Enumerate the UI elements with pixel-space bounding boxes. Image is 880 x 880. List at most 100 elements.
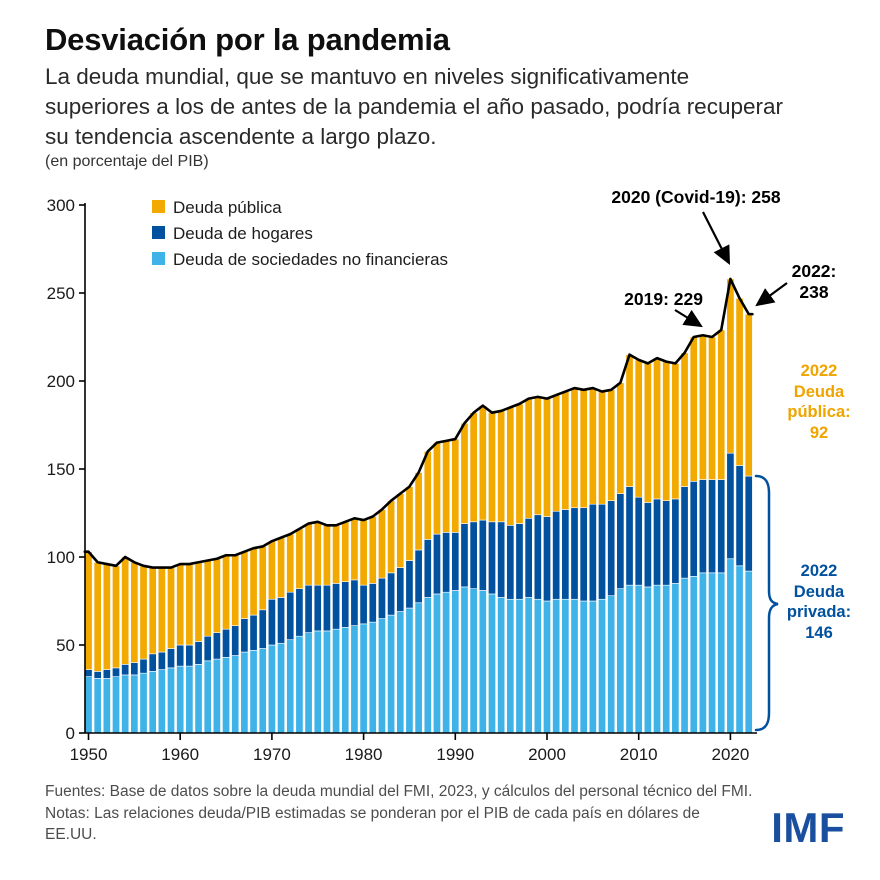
bar-1982-household (377, 577, 386, 619)
bar-1955-corporate (130, 674, 139, 734)
bar-1995-public (497, 410, 506, 523)
page-title: Desviación por la pandemia (45, 22, 450, 57)
bar-1990-corporate (451, 590, 460, 734)
bar-2003-corporate (570, 598, 579, 734)
bar-1992-public (469, 412, 478, 523)
bar-2010-corporate (634, 584, 643, 734)
bar-1974-public (304, 523, 313, 586)
bar-1968-corporate (249, 649, 258, 734)
bar-1954-public (121, 556, 130, 665)
bar-1968-public (249, 547, 258, 616)
bar-1960-household (176, 644, 185, 667)
bar-1971-corporate (277, 642, 286, 734)
bar-1963-corporate (203, 660, 212, 734)
private-2022-value: 146 (805, 623, 833, 642)
bar-2007-household (607, 500, 616, 597)
bar-1985-corporate (405, 607, 414, 734)
bar-1951-corporate (93, 678, 102, 734)
bar-2018-public (708, 336, 717, 480)
bar-2016-public (689, 336, 698, 482)
bar-1981-public (368, 516, 377, 584)
bar-1983-household (387, 572, 396, 616)
bar-1963-household (203, 635, 212, 662)
annotation-public-debt-2022: 2022 Deuda pública: 92 (774, 361, 864, 443)
bar-1977-public (332, 525, 341, 584)
bar-1955-public (130, 561, 139, 663)
arrow-2022-icon (755, 282, 788, 307)
bar-1987-public (423, 451, 432, 540)
x-tick-label: 2000 (528, 745, 566, 764)
annotation-private-debt-2022: 2022 Deuda privada: 146 (774, 561, 864, 643)
bar-1969-corporate (258, 648, 267, 734)
public-2022-word2: pública: (787, 403, 851, 421)
bar-2005-corporate (588, 600, 597, 734)
bar-1962-public (194, 561, 203, 642)
legend-label-household: Deuda de hogares (173, 224, 313, 243)
legend-swatch-household-icon (152, 226, 165, 239)
bar-1967-public (240, 551, 249, 619)
bar-1962-corporate (194, 664, 203, 734)
bar-1965-corporate (222, 657, 230, 734)
bar-1980-household (359, 584, 368, 625)
bar-1978-household (341, 581, 350, 628)
bar-1957-public (148, 567, 157, 655)
bar-1985-household (405, 560, 414, 609)
bar-2011-household (643, 502, 652, 588)
bar-2020-household (726, 452, 735, 560)
bar-2015-household (680, 486, 689, 579)
bar-1965-public (222, 554, 230, 630)
bar-2003-household (570, 507, 579, 600)
x-tick-label: 1980 (345, 745, 383, 764)
bar-1975-household (313, 584, 322, 632)
y-tick-label: 100 (47, 548, 75, 567)
bar-1993-household (478, 519, 487, 591)
bar-1955-household (130, 662, 139, 676)
bar-2020-corporate (726, 558, 735, 734)
source-text: Fuentes: Base de datos sobre la deuda mu… (45, 783, 753, 800)
bar-1976-household (322, 584, 331, 632)
bar-1985-public (405, 486, 414, 561)
bar-1988-public (433, 442, 441, 535)
legend-label-corporate: Deuda de sociedades no financieras (173, 250, 449, 269)
unit-label: (en porcentaje del PIB) (45, 153, 209, 170)
bar-1996-corporate (506, 598, 515, 734)
annotation-2019: 2019: 229 (624, 289, 703, 309)
bar-2014-corporate (671, 583, 680, 734)
bar-2016-corporate (689, 576, 698, 734)
bar-1968-household (249, 614, 258, 651)
bar-1950-public (84, 551, 93, 670)
bar-1966-household (231, 625, 240, 656)
bar-1984-household (396, 567, 405, 612)
bar-1999-household (533, 514, 542, 600)
bar-2015-public (680, 352, 689, 487)
bar-1951-household (93, 671, 102, 679)
bar-2004-corporate (579, 600, 588, 734)
legend-swatch-public-icon (152, 200, 165, 213)
bar-2007-public (607, 389, 616, 501)
bar-1979-household (350, 579, 359, 626)
bar-2017-corporate (698, 572, 707, 734)
bar-1958-public (157, 567, 166, 653)
arrow-2020-covid-icon (702, 211, 730, 265)
imf-logo: IMF (771, 804, 845, 851)
bar-1950-corporate (84, 676, 93, 734)
bar-1999-public (533, 396, 542, 516)
bar-2012-household (653, 498, 661, 586)
bar-2009-corporate (625, 584, 634, 734)
annotation-2022: 2022: 238 (770, 261, 858, 303)
bar-1978-public (341, 521, 350, 582)
bar-1971-household (277, 597, 286, 644)
bar-2002-corporate (561, 598, 570, 734)
bar-1967-corporate (240, 651, 249, 734)
bar-1990-household (451, 532, 460, 591)
bar-2011-public (643, 363, 652, 503)
bar-2013-household (662, 500, 671, 586)
bar-1991-public (460, 422, 469, 524)
bar-2022-corporate (744, 570, 753, 734)
x-tick-label: 1960 (161, 745, 199, 764)
bar-1993-public (478, 405, 487, 521)
bar-1956-public (139, 565, 148, 660)
bar-1977-household (332, 583, 341, 630)
bar-1999-corporate (533, 598, 542, 734)
bar-1953-corporate (112, 676, 120, 734)
